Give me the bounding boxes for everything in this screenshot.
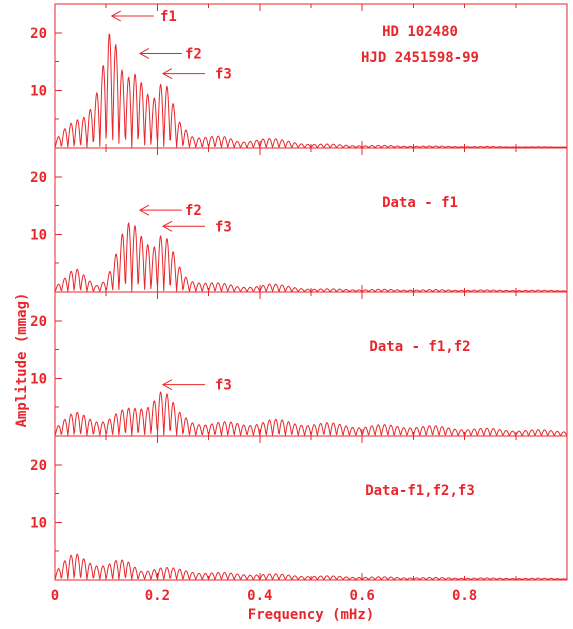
arrow-head (138, 48, 150, 59)
annotation-label-f3: f3 (215, 67, 232, 83)
panel-label: Data-f1,f2,f3 (365, 483, 475, 499)
y-tick-label: 20 (30, 170, 47, 186)
arrow-head (161, 379, 173, 391)
panel-2: 10 20 Data - f1 f2 f3 (30, 147, 568, 293)
y-tick-label: 20 (30, 314, 47, 330)
y-tick-label: 20 (30, 26, 47, 42)
x-axis-ticks: 0 0.2 0.4 0.6 0.8 (51, 588, 477, 604)
arrow-head (161, 220, 173, 232)
panel-3: 10 20 Data - f1,f2 f3 (30, 291, 568, 437)
arrow-head (110, 10, 122, 22)
x-tick-label: 0.2 (145, 588, 170, 604)
y-axis-title: Amplitude (mmag) (14, 293, 30, 428)
panel-1: 10 20 HD 102480 HJD 2451598-99 f1 f2 f3 (30, 3, 568, 149)
panel-label: Data - f1 (382, 195, 458, 211)
y-tick-label: 10 (30, 227, 47, 243)
panel-4: 10 20 Data-f1,f2,f3 (30, 435, 568, 581)
panel-frame (54, 3, 568, 149)
x-tick-label: 0.6 (350, 588, 375, 604)
y-tick-label: 20 (30, 458, 47, 474)
panel-label: HD 102480 (382, 24, 458, 40)
panels: 10 20 HD 102480 HJD 2451598-99 f1 f2 f3 10 20 Dat… (30, 3, 568, 581)
x-tick-label: 0 (51, 588, 59, 604)
panel-label: HJD 2451598-99 (361, 50, 479, 66)
annotation-label-f2: f2 (185, 46, 202, 62)
spectrum-line (54, 553, 567, 580)
x-axis-title: Frequency (mHz) (248, 607, 374, 623)
spectrum-line (54, 391, 568, 436)
arrow-head (161, 68, 173, 80)
panel-label: Data - f1,f2 (369, 339, 470, 355)
spectrum-line (54, 33, 567, 148)
spectrum-line (54, 222, 567, 292)
x-tick-label: 0.8 (452, 588, 477, 604)
y-tick-label: 10 (30, 515, 47, 531)
annotation-label-f3: f3 (215, 378, 232, 394)
y-tick-label: 10 (30, 83, 47, 99)
panel-frame (54, 291, 568, 437)
annotation-label-f2: f2 (185, 203, 202, 219)
annotation-label-f3: f3 (215, 219, 232, 235)
arrow-head (138, 204, 150, 216)
annotation-label-f1: f1 (160, 9, 177, 25)
y-tick-label: 10 (30, 371, 47, 387)
panel-frame (54, 147, 568, 293)
panel-frame (54, 435, 568, 581)
x-tick-label: 0.4 (247, 588, 272, 604)
